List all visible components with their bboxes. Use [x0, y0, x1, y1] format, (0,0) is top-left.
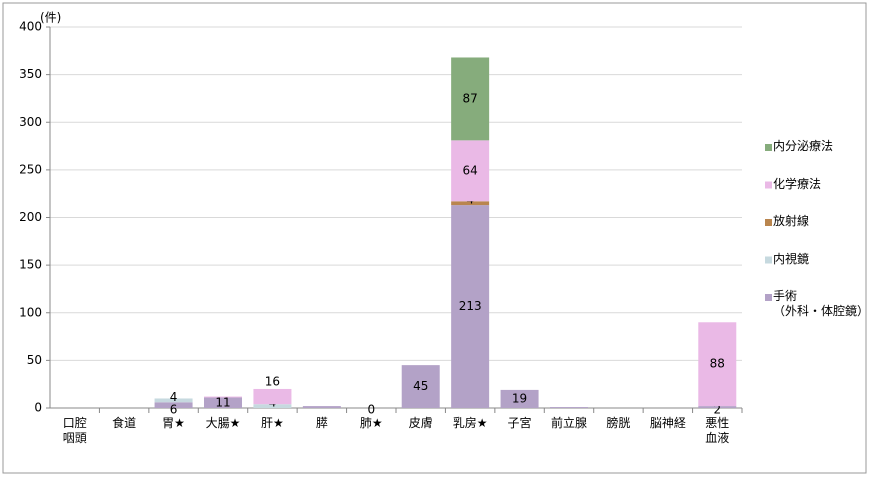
y-tick-label: 300: [19, 115, 42, 129]
x-tick-label: 食道: [112, 416, 137, 430]
y-tick-label: 350: [19, 67, 42, 81]
bar-segment: [302, 406, 341, 408]
bar-segment: [698, 322, 737, 407]
legend-swatch: [765, 181, 772, 189]
legend-swatch: [765, 144, 772, 151]
x-tick-label: 乳房★: [452, 416, 488, 430]
legend-swatch: [765, 256, 772, 264]
bar-segment: [204, 397, 242, 408]
y-tick-label: 150: [19, 258, 42, 272]
bar-segment: [451, 205, 490, 408]
x-tick-label: 皮膚: [408, 416, 433, 430]
x-tick-label: 膵: [315, 416, 328, 430]
x-tick-label: 悪性 血液: [705, 416, 730, 445]
legend-label: 放射線: [773, 214, 810, 228]
bar-segment: [451, 140, 490, 202]
data-label: 6: [170, 403, 178, 417]
bar-segment: [451, 201, 490, 206]
legend-label: 手術 （外科・体腔鏡）: [773, 289, 870, 318]
bar-segment: [204, 396, 242, 398]
x-tick-label: 子宮: [507, 416, 532, 430]
legend-swatch: [765, 294, 772, 301]
bar-segment: [500, 389, 539, 408]
bar-segment: [401, 365, 440, 408]
bar-segment: [550, 407, 588, 408]
data-label: 2: [713, 403, 721, 417]
x-tick-label: 肺★: [359, 416, 383, 430]
data-label: 19: [512, 391, 527, 405]
legend-label: 内分泌療法: [773, 139, 834, 153]
data-label: 4: [170, 390, 178, 404]
x-tick-label: 胃★: [162, 416, 185, 430]
bar-segment: [698, 406, 737, 408]
y-tick-label: 400: [19, 20, 42, 34]
y-unit-label: (件): [40, 11, 61, 25]
legend-label: 内視鏡: [773, 251, 810, 266]
x-tick-label: 口腔 咽頭: [62, 416, 87, 445]
data-label: 16: [265, 374, 280, 388]
x-tick-label: 脳神経: [649, 416, 686, 430]
legend-label: 化学療法: [773, 176, 822, 191]
bar-segment: [154, 398, 193, 403]
y-tick-label: 250: [19, 162, 42, 176]
data-label: 213: [459, 299, 482, 313]
data-label: 87: [463, 91, 478, 105]
data-label: 88: [710, 357, 725, 371]
bar-segment: [253, 388, 292, 405]
x-tick-label: 大腸★: [205, 416, 241, 430]
data-label: 11: [215, 395, 230, 409]
y-tick-label: 50: [27, 353, 42, 367]
data-label: 45: [413, 379, 428, 393]
x-tick-label: 前立腺: [550, 416, 587, 430]
data-label: 64: [463, 163, 478, 177]
bar-segment: [154, 402, 193, 408]
bar-segment: [451, 57, 490, 141]
x-tick-label: 肝★: [261, 416, 284, 430]
data-label: 0: [367, 403, 375, 417]
y-tick-label: 200: [19, 210, 42, 224]
y-tick-label: 0: [34, 401, 42, 415]
bar-segment: [253, 404, 292, 408]
x-tick-label: 膀胱: [606, 416, 631, 430]
legend-swatch: [765, 219, 772, 226]
y-tick-label: 100: [19, 305, 42, 319]
